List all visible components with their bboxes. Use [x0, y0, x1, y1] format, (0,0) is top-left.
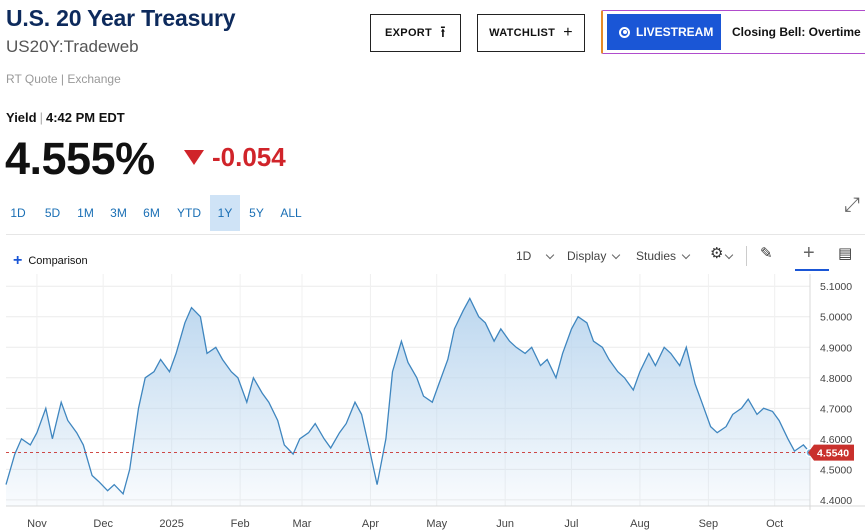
price-change: -0.054 — [184, 142, 286, 173]
y-tick-label: 4.5000 — [820, 464, 852, 476]
x-tick-label: May — [426, 518, 447, 530]
watchlist-button[interactable]: WATCHLIST + — [477, 14, 585, 52]
quote-time: 4:42 PM EDT — [45, 110, 125, 125]
x-tick-label: Feb — [231, 518, 250, 530]
crosshair-icon[interactable]: + — [803, 242, 815, 264]
y-tick-label: 4.8000 — [820, 373, 852, 385]
chevron-down-icon — [612, 250, 621, 259]
range-1m[interactable]: 1M — [77, 206, 94, 220]
comparison-button[interactable]: + Comparison — [13, 252, 88, 270]
y-tick-label: 4.4000 — [820, 495, 852, 507]
expand-icon[interactable]: ⤢ — [844, 194, 860, 216]
chevron-down-icon — [681, 250, 691, 259]
x-tick-label: Sep — [699, 518, 719, 530]
interval-dropdown[interactable]: 1D — [516, 249, 555, 263]
yield-chart[interactable]: 5.1000 5.0000 4.9000 4.8000 4.7000 4.6000 4.50… — [0, 272, 865, 531]
x-tick-label: Mar — [293, 518, 312, 530]
x-tick-label: Jul — [564, 518, 578, 530]
share-icon: ⭱ — [440, 24, 446, 41]
y-tick-label: 4.7000 — [820, 403, 852, 415]
studies-label: Studies — [636, 249, 677, 263]
ticker-symbol: US20Y:Tradeweb — [6, 37, 139, 56]
quote-source: RT Quote | Exchange — [6, 72, 121, 86]
price-change-value: -0.054 — [212, 142, 286, 172]
livestream-show[interactable]: Closing Bell: Overtime — [732, 25, 861, 39]
livestream-banner[interactable]: LIVESTREAM Closing Bell: Overtime — [601, 10, 865, 54]
range-ytd[interactable]: YTD — [177, 206, 201, 220]
livestream-label: LIVESTREAM — [636, 25, 714, 39]
yield-label: Yield — [6, 110, 37, 125]
range-selector: 1D 5D 1M 3M 6M YTD 1Y 5Y ALL — [0, 195, 309, 231]
x-tick-label: 2025 — [159, 518, 183, 530]
y-tick-label: 4.9000 — [820, 342, 852, 354]
interval-label: 1D — [516, 249, 532, 263]
studies-dropdown[interactable]: Studies — [636, 249, 691, 263]
export-button[interactable]: EXPORT ⭱ — [370, 14, 461, 52]
active-tool-indicator — [795, 269, 829, 271]
x-tick-label: Jun — [496, 518, 514, 530]
x-tick-label: Nov — [27, 518, 47, 530]
divider — [6, 234, 865, 235]
plus-icon: + — [563, 24, 573, 41]
x-tick-label: Apr — [362, 518, 379, 530]
y-tick-label: 5.0000 — [820, 312, 852, 324]
x-tick-label: Aug — [630, 518, 650, 530]
y-tick-label: 5.1000 — [820, 281, 852, 293]
range-5y[interactable]: 5Y — [249, 206, 264, 220]
live-icon — [619, 26, 630, 38]
last-value-badge — [808, 444, 854, 461]
separator: | — [39, 110, 43, 125]
divider — [746, 246, 747, 266]
comment-icon[interactable]: ▤ — [838, 245, 853, 262]
range-3m[interactable]: 3M — [110, 206, 127, 220]
pencil-icon[interactable]: ✎ — [760, 245, 773, 262]
quote-time-line: Yield | 4:42 PM EDT — [6, 110, 125, 125]
x-tick-label: Oct — [766, 518, 783, 530]
page-title: U.S. 20 Year Treasury — [6, 5, 236, 31]
series-line — [5, 296, 811, 496]
settings-dropdown[interactable]: ⚙ — [710, 244, 734, 262]
watchlist-label: WATCHLIST — [489, 27, 556, 39]
y-tick-label: 4.6000 — [820, 434, 852, 446]
range-1y[interactable]: 1Y — [210, 195, 240, 231]
export-label: EXPORT — [385, 27, 433, 39]
gear-icon: ⚙ — [710, 245, 724, 262]
series-area — [6, 298, 810, 506]
comparison-label: Comparison — [28, 255, 88, 267]
range-1d[interactable]: 1D — [10, 206, 26, 220]
range-6m[interactable]: 6M — [143, 206, 160, 220]
down-arrow-icon — [184, 150, 204, 165]
last-price: 4.555% — [5, 133, 155, 184]
display-label: Display — [567, 249, 607, 263]
range-5d[interactable]: 5D — [44, 206, 61, 220]
chevron-down-icon — [546, 250, 555, 259]
last-value-label: 4.5540 — [817, 448, 849, 460]
plus-icon: + — [13, 252, 23, 269]
x-tick-label: Dec — [93, 518, 113, 530]
livestream-button[interactable]: LIVESTREAM — [607, 14, 721, 50]
range-all[interactable]: ALL — [280, 206, 302, 220]
display-dropdown[interactable]: Display — [567, 249, 621, 263]
chevron-down-icon — [725, 250, 734, 260]
